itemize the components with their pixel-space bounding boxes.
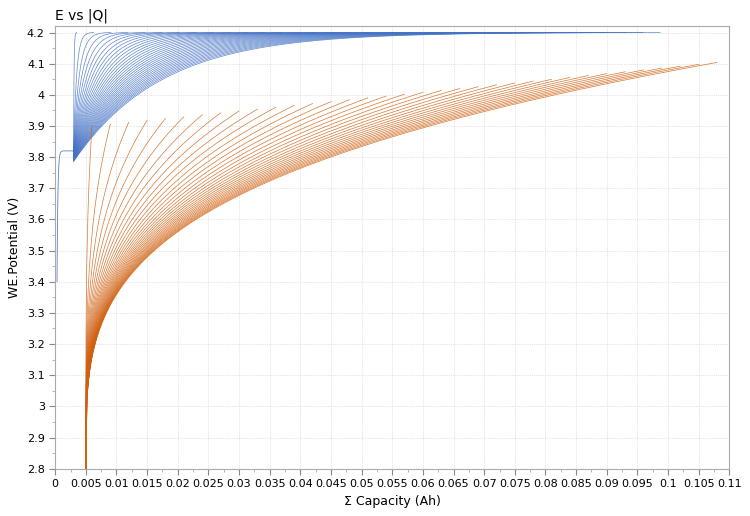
Text: E vs |Q|: E vs |Q| — [56, 8, 108, 23]
Y-axis label: WE.Potential (V): WE.Potential (V) — [8, 197, 21, 298]
X-axis label: Σ Capacity (Ah): Σ Capacity (Ah) — [344, 495, 441, 508]
